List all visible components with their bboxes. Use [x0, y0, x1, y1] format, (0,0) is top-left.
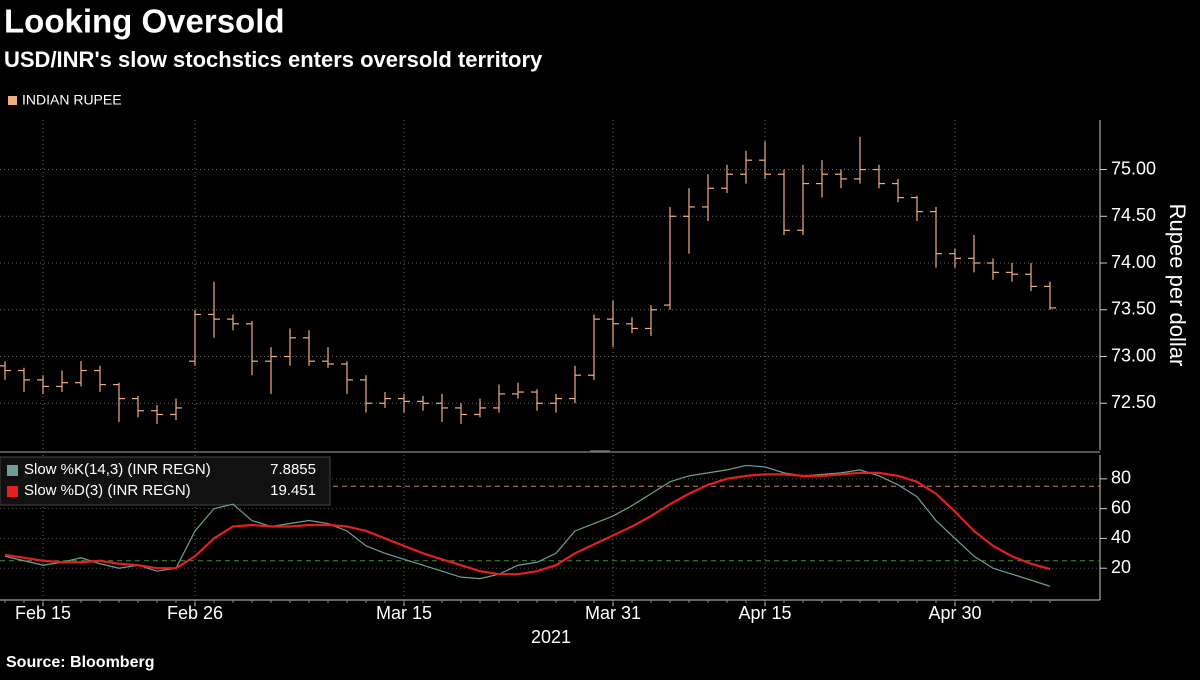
y-tick-label: 80 [1111, 468, 1131, 488]
y-tick-label: 73.50 [1111, 299, 1156, 319]
chart-subtitle: USD/INR's slow stochstics enters oversol… [4, 47, 543, 72]
y-axis-label: Rupee per dollar [1165, 204, 1190, 367]
legend-box [0, 456, 331, 506]
y-tick-label: 74.50 [1111, 205, 1156, 225]
legend-value: 19.451 [270, 482, 316, 499]
legend-label: Slow %D(3) (INR REGN) [24, 482, 191, 499]
chart-title: Looking Oversold [4, 3, 285, 40]
x-axis-label: 2021 [531, 627, 571, 647]
source: Source: Bloomberg [6, 654, 154, 671]
x-tick-label: Mar 31 [585, 603, 641, 623]
series-line [4, 464, 1051, 587]
y-tick-label: 74.00 [1111, 252, 1156, 272]
legend-swatch [7, 465, 18, 476]
x-tick-label: Apr 30 [928, 603, 981, 623]
x-tick-label: Apr 15 [738, 603, 791, 623]
y-tick-label: 20 [1111, 557, 1131, 577]
y-tick-label: 72.50 [1111, 392, 1156, 412]
y-tick-label: 60 [1111, 497, 1131, 517]
y-tick-label: 75.00 [1111, 158, 1156, 178]
legend-label: Slow %K(14,3) (INR REGN) [24, 461, 211, 478]
y-tick-label: 73.00 [1111, 345, 1156, 365]
x-tick-label: Feb 15 [15, 603, 71, 623]
legend-swatch [8, 96, 17, 105]
legend-swatch [7, 486, 18, 497]
y-tick-label: 40 [1111, 527, 1131, 547]
legend-value: 7.8855 [270, 461, 316, 478]
series-line [4, 471, 1051, 576]
x-tick-label: Feb 26 [167, 603, 223, 623]
legend-label: INDIAN RUPEE [22, 92, 122, 108]
x-tick-label: Mar 15 [376, 603, 432, 623]
